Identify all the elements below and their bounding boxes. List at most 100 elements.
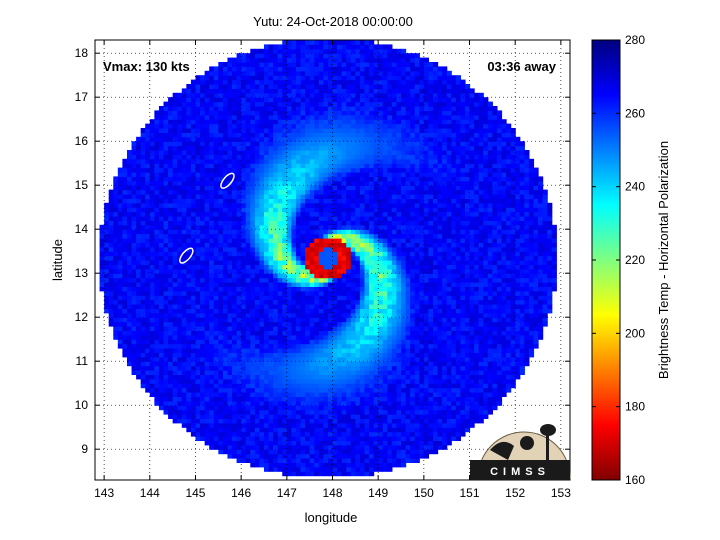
heat-cell [286, 158, 292, 164]
heat-cell [355, 246, 361, 252]
heat-cell [350, 409, 356, 415]
heat-cell [350, 396, 356, 402]
heat-cell [282, 387, 288, 393]
heat-cell [327, 321, 334, 327]
heat-cell [232, 365, 238, 371]
heat-cell [250, 374, 256, 380]
heat-cell [209, 277, 215, 283]
heat-cell [341, 260, 347, 265]
heat-cell [359, 189, 366, 195]
heat-cell [227, 440, 233, 446]
heat-cell [163, 198, 169, 204]
heat-cell [213, 361, 219, 367]
heat-cell [277, 405, 283, 411]
heat-cell [177, 286, 183, 292]
heat-cell [300, 66, 306, 72]
heat-cell [291, 330, 297, 336]
heat-cell [213, 75, 219, 81]
heat-cell [323, 198, 329, 204]
heat-cell [327, 466, 334, 472]
heat-cell [309, 44, 315, 50]
heat-cell [314, 268, 320, 274]
heat-cell [369, 88, 375, 94]
heat-cell [213, 202, 219, 208]
heat-cell [305, 440, 311, 446]
heat-cell [168, 106, 174, 111]
heat-cell [268, 312, 274, 318]
heat-cell [158, 198, 165, 204]
heat-cell [314, 136, 320, 142]
heat-cell [136, 304, 142, 309]
heat-cell [314, 339, 320, 345]
heat-cell [273, 387, 279, 393]
heat-cell [200, 431, 206, 437]
heat-cell [327, 356, 334, 362]
heat-cell [277, 400, 283, 406]
heat-cell [323, 167, 329, 173]
heat-cell [227, 158, 233, 164]
heat-cell [181, 136, 187, 142]
heat-cell [113, 264, 119, 270]
heat-cell [277, 75, 283, 81]
heat-cell [286, 79, 292, 85]
heat-cell [359, 92, 366, 98]
heat-cell [291, 242, 297, 248]
heat-cell [337, 180, 343, 186]
heat-cell [145, 189, 151, 195]
heat-cell [341, 66, 347, 72]
heat-cell [359, 101, 366, 107]
heat-cell [200, 400, 206, 406]
heat-cell [332, 229, 338, 235]
heat-cell [245, 145, 251, 151]
heat-cell [131, 277, 137, 283]
heat-cell [250, 343, 256, 349]
heat-cell [295, 66, 302, 72]
heat-cell [204, 114, 210, 120]
heat-cell [245, 242, 251, 248]
heat-cell [186, 387, 192, 393]
heat-cell [359, 79, 366, 85]
heat-cell [241, 348, 247, 353]
heat-cell [186, 312, 192, 318]
heat-cell [355, 352, 361, 358]
heat-cell [259, 132, 265, 138]
heat-cell [341, 462, 347, 468]
heat-cell [140, 220, 146, 226]
heat-cell [268, 396, 274, 402]
heat-cell [254, 290, 261, 296]
heat-cell [364, 238, 370, 243]
heat-cell [259, 339, 265, 345]
heat-cell [341, 339, 347, 345]
heat-cell [232, 114, 238, 120]
heat-cell [318, 84, 324, 89]
heat-cell [327, 180, 334, 186]
heat-cell [332, 119, 338, 125]
heat-cell [190, 185, 197, 191]
heat-cell [300, 132, 306, 138]
heat-cell [241, 396, 247, 402]
heat-cell [209, 334, 215, 340]
heat-cell [286, 466, 292, 472]
heat-cell [232, 75, 238, 81]
heat-cell [341, 119, 347, 125]
heat-cell [277, 304, 283, 309]
heat-cell [190, 264, 197, 270]
heat-cell [200, 427, 206, 433]
heat-cell [318, 330, 324, 336]
heat-cell [227, 246, 233, 252]
heat-cell [222, 207, 229, 213]
heat-cell [323, 334, 329, 340]
heat-cell [355, 158, 361, 164]
heat-cell [369, 136, 375, 142]
heat-cell [295, 220, 302, 226]
heat-cell [373, 282, 379, 287]
heat-cell [136, 207, 142, 213]
heat-cell [250, 273, 256, 279]
heat-cell [163, 229, 169, 235]
heat-cell [291, 57, 297, 63]
heat-cell [200, 106, 206, 111]
heat-cell [369, 365, 375, 371]
heat-cell [305, 62, 311, 67]
heat-cell [181, 202, 187, 208]
heat-cell [282, 462, 288, 468]
